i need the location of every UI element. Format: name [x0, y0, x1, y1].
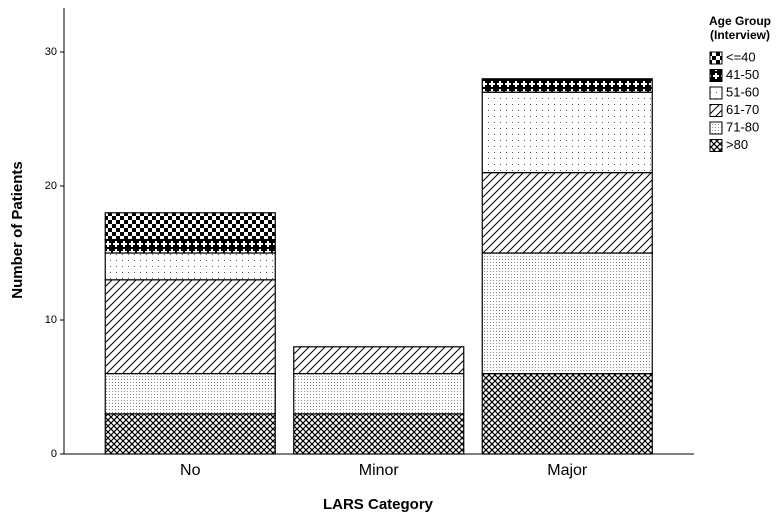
bar-segment: [481, 172, 653, 254]
legend-label: >80: [726, 137, 748, 152]
legend-swatch: [709, 104, 723, 117]
bar-segment: [104, 239, 276, 254]
legend-swatch: [709, 139, 723, 152]
x-tick-label: No: [180, 462, 201, 479]
y-axis-label: Number of Patients: [9, 161, 26, 299]
legend-title: Age Group: [709, 14, 771, 28]
legend-swatch: [709, 69, 723, 82]
legend-swatch: [709, 121, 723, 135]
legend-swatch: [709, 51, 723, 65]
bar-segment: [104, 252, 276, 281]
y-tick-label: 0: [51, 448, 57, 460]
bar-segment: [481, 91, 653, 174]
bar-segment: [104, 413, 276, 455]
bar-segment: [481, 373, 653, 455]
legend-title: (Interview): [710, 28, 770, 42]
x-tick-label: Major: [547, 462, 588, 479]
bar-segment: [104, 212, 276, 241]
bar-segment: [104, 373, 276, 415]
bar-segment: [481, 78, 653, 93]
y-tick-label: 20: [45, 180, 57, 192]
x-axis-label: LARS Category: [323, 496, 434, 513]
legend-swatch: [709, 86, 723, 100]
y-tick-label: 10: [45, 314, 57, 326]
x-tick-label: Minor: [359, 462, 400, 479]
legend-label: 41-50: [726, 67, 759, 82]
legend-label: 51-60: [726, 84, 759, 99]
legend-label: 61-70: [726, 102, 759, 117]
bar-segment: [293, 413, 465, 455]
legend-label: <=40: [726, 49, 756, 64]
bar-segment: [293, 346, 465, 375]
bar-segment: [481, 252, 653, 375]
y-tick-label: 30: [45, 46, 57, 58]
legend-label: 71-80: [726, 119, 759, 134]
bar-segment: [104, 279, 276, 375]
bar-segment: [293, 373, 465, 415]
